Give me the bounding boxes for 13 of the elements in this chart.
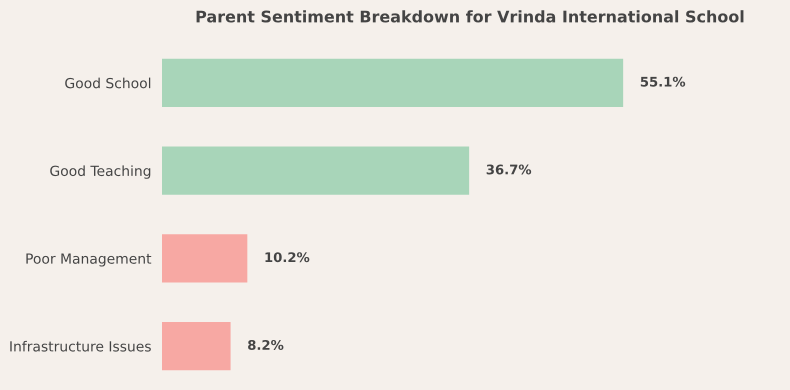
chart-title: Parent Sentiment Breakdown for Vrinda International School <box>196 10 744 23</box>
bar <box>162 322 231 370</box>
data-label: 55.1% <box>640 76 686 87</box>
bar <box>162 234 248 283</box>
y-tick-label: Good School <box>65 78 150 88</box>
y-tick-label: Good Teaching <box>50 165 150 179</box>
data-label: 36.7% <box>486 164 532 174</box>
data-label: 8.2% <box>248 340 284 350</box>
y-tick-label: Poor Management <box>26 254 152 267</box>
bar <box>162 58 624 108</box>
y-tick-label: Infrastructure Issues <box>10 340 151 352</box>
data-label: 10.2% <box>265 252 310 262</box>
bar <box>162 146 470 195</box>
